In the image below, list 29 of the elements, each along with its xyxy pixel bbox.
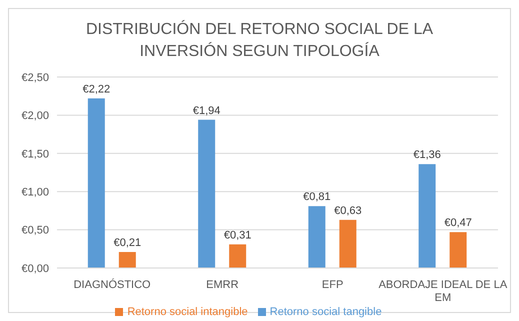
y-tick-label: €0,50 — [21, 224, 49, 237]
legend-label: Retorno social intangible — [127, 306, 248, 318]
data-label: €0,31 — [224, 229, 252, 242]
data-label: €1,94 — [192, 104, 220, 117]
bar — [118, 252, 136, 268]
x-tick-label: EMRR — [206, 279, 239, 291]
bar — [229, 244, 246, 268]
x-tick-label: EFP — [322, 279, 344, 291]
legend-label: Retorno social tangible — [270, 306, 382, 318]
data-label: €1,36 — [413, 149, 441, 162]
data-label: €0,81 — [303, 191, 331, 204]
data-label: €0,21 — [114, 236, 142, 249]
y-tick-label: €2,50 — [21, 72, 49, 84]
data-label: €0,47 — [444, 217, 472, 230]
bar — [339, 220, 356, 268]
y-tick-label: €2,00 — [21, 110, 49, 122]
bar — [198, 120, 216, 268]
y-tick-label: €1,00 — [21, 186, 49, 199]
x-tick-label: DIAGNÓSTICO — [74, 278, 152, 291]
data-label: €0,63 — [334, 204, 362, 217]
bar — [450, 232, 467, 268]
y-tick-label: €1,50 — [21, 148, 49, 160]
bar — [418, 164, 436, 268]
bar — [88, 98, 105, 268]
x-tick-label: ABORDAJE IDEAL DE LA EM — [378, 279, 508, 304]
bar — [308, 206, 326, 268]
y-tick-label: €0,00 — [21, 262, 49, 275]
chart-title: DISTRIBUCIÓN DEL RETORNO SOCIAL DE LA INVERSIÓN SEGUN TIPOLOGÍA — [84, 19, 434, 62]
data-label: €2,22 — [82, 83, 110, 96]
